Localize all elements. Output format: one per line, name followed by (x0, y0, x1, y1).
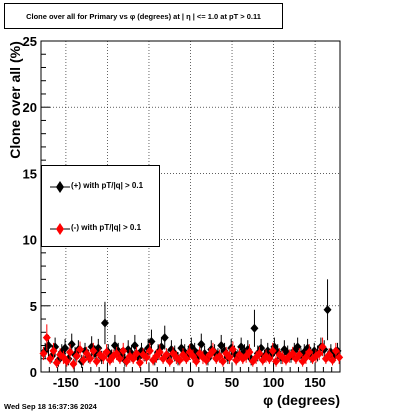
x-tick-label: 100 (263, 375, 285, 390)
data-point-minus (39, 348, 48, 358)
data-point-minus (79, 355, 88, 365)
data-point-minus (245, 347, 254, 357)
data-point-minus (102, 347, 111, 357)
data-point-minus (288, 348, 297, 358)
data-point-minus (318, 342, 327, 352)
legend-entry-minus: (-) with pT/|q| > 0.1 (42, 221, 161, 237)
data-point-minus (215, 351, 224, 361)
data-point-minus (162, 350, 171, 360)
data-point-minus (268, 346, 277, 356)
data-point-minus (112, 348, 121, 358)
data-point-minus (115, 354, 124, 364)
y-axis-label: Clone over all (%) (7, 41, 23, 159)
data-point-minus (66, 347, 75, 357)
data-points (39, 279, 344, 370)
data-point-minus (145, 346, 154, 356)
data-point-minus (295, 350, 304, 360)
data-point-minus (59, 352, 68, 362)
data-point-minus (232, 355, 241, 365)
data-point-minus (82, 348, 91, 358)
y-tick-label: 5 (30, 299, 37, 314)
data-point-minus (62, 356, 71, 366)
data-point-minus (46, 354, 55, 364)
data-point-minus (89, 346, 98, 356)
data-point-plus (323, 305, 332, 315)
x-tick-label: -100 (94, 375, 120, 390)
legend-marker-plus (50, 181, 70, 193)
x-tick-label: -150 (53, 375, 79, 390)
data-point-minus (208, 346, 217, 356)
data-point-minus (192, 356, 201, 366)
data-point-minus (335, 352, 344, 362)
data-point-minus (142, 352, 151, 362)
data-point-minus (265, 354, 274, 364)
data-point-minus (92, 356, 101, 366)
data-point-minus (175, 355, 184, 365)
tick-labels: -150 -100 -50 0 50 100 150 0 5 10 15 20 25 (23, 34, 326, 390)
data-point-plus (217, 341, 226, 351)
data-point-minus (76, 344, 85, 354)
data-point-minus (325, 350, 334, 360)
data-point-minus (255, 348, 264, 358)
legend-label-plus: (+) with pT/|q| > 0.1 (71, 181, 144, 190)
data-point-minus (129, 354, 138, 364)
data-point-plus (197, 339, 206, 349)
data-point-plus (100, 318, 109, 328)
y-tick-label: 20 (23, 100, 37, 115)
legend-marker-minus (50, 223, 70, 235)
data-point-minus (72, 351, 81, 361)
data-point-minus (301, 352, 310, 362)
y-tick-label: 10 (23, 233, 37, 248)
data-point-minus (188, 351, 197, 361)
data-point-plus (61, 343, 70, 353)
data-point-minus (202, 355, 211, 365)
data-point-minus (99, 352, 108, 362)
data-point-minus (155, 347, 164, 357)
x-tick-label: 0 (187, 375, 194, 390)
data-point-minus (132, 348, 141, 358)
data-point-minus (122, 356, 131, 366)
chart-title: Clone over all for Primary vs φ (degrees… (4, 3, 283, 29)
y-tick-label: 15 (23, 166, 37, 181)
data-point-minus (218, 356, 227, 366)
data-point-minus (135, 358, 144, 368)
data-point-minus (165, 356, 174, 366)
data-point-minus (69, 359, 78, 369)
data-point-minus (42, 333, 51, 343)
data-point-minus (225, 352, 234, 362)
data-point-minus (86, 354, 95, 364)
data-point-minus (328, 355, 337, 365)
legend-label-minus: (-) with pT/|q| > 0.1 (71, 223, 142, 232)
x-tick-label: -50 (140, 375, 159, 390)
data-point-minus (315, 348, 324, 358)
x-axis-label: φ (degrees) (263, 392, 340, 408)
x-tick-label: 50 (225, 375, 239, 390)
data-point-minus (272, 356, 281, 366)
data-point-plus (160, 333, 169, 343)
timestamp: Wed Sep 18 16:37:36 2024 (4, 402, 97, 411)
x-tick-label: 150 (304, 375, 326, 390)
data-point-minus (182, 354, 191, 364)
data-point-minus (331, 346, 340, 356)
y-tick-label: 25 (23, 34, 37, 49)
data-point-minus (52, 358, 61, 368)
data-point-minus (49, 346, 58, 356)
data-point-minus (228, 344, 237, 354)
legend-entry-plus: (+) with pT/|q| > 0.1 (42, 179, 161, 195)
data-point-minus (305, 347, 314, 357)
legend: (+) with pT/|q| > 0.1 (-) with pT/|q| > … (41, 165, 160, 247)
data-point-plus (250, 323, 259, 333)
data-point-minus (119, 346, 128, 356)
y-tick-label: 0 (30, 365, 37, 380)
